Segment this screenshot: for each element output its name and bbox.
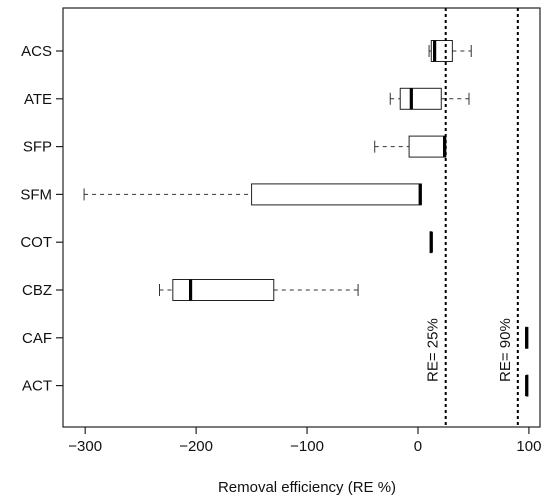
box-iqr xyxy=(251,183,422,206)
box-group-act xyxy=(525,374,529,397)
category-label: ACT xyxy=(22,378,52,395)
plot-frame xyxy=(62,7,541,428)
box-iqr xyxy=(430,40,453,62)
box-iqr xyxy=(399,87,442,110)
axis-layer: −300 −200 −100 0 100 ACS ATE SFP SFM COT CBZ CAF ACT… xyxy=(20,7,541,455)
x-tick-label: 0 xyxy=(414,438,422,455)
category-label: ATE xyxy=(24,91,52,108)
box-group-cbz xyxy=(159,279,359,301)
category-label: SFP xyxy=(23,139,52,156)
box-group-sfp xyxy=(374,135,447,158)
category-label: CAF xyxy=(22,330,52,347)
x-tick-label: 100 xyxy=(516,438,541,455)
plot-layer xyxy=(83,40,529,397)
x-tick-label: −100 xyxy=(290,438,324,455)
reference-line-label: RE= 90% xyxy=(497,318,514,382)
reference-line-label: RE= 25% xyxy=(425,318,442,382)
box-group-acs xyxy=(428,40,472,62)
category-label: COT xyxy=(20,234,52,251)
box-group-ate xyxy=(389,87,470,110)
x-axis-title: Removal efficiency (RE %) xyxy=(218,479,396,496)
x-tick-label: −300 xyxy=(68,438,102,455)
category-label: SFM xyxy=(20,186,52,203)
box-group-cot xyxy=(429,231,433,254)
x-tick-label: −200 xyxy=(179,438,213,455)
box-group-sfm xyxy=(83,183,422,206)
category-label: CBZ xyxy=(22,282,52,299)
box-iqr xyxy=(408,135,447,158)
box-iqr xyxy=(172,279,275,301)
category-label: ACS xyxy=(21,43,52,60)
box-group-caf xyxy=(525,326,529,349)
